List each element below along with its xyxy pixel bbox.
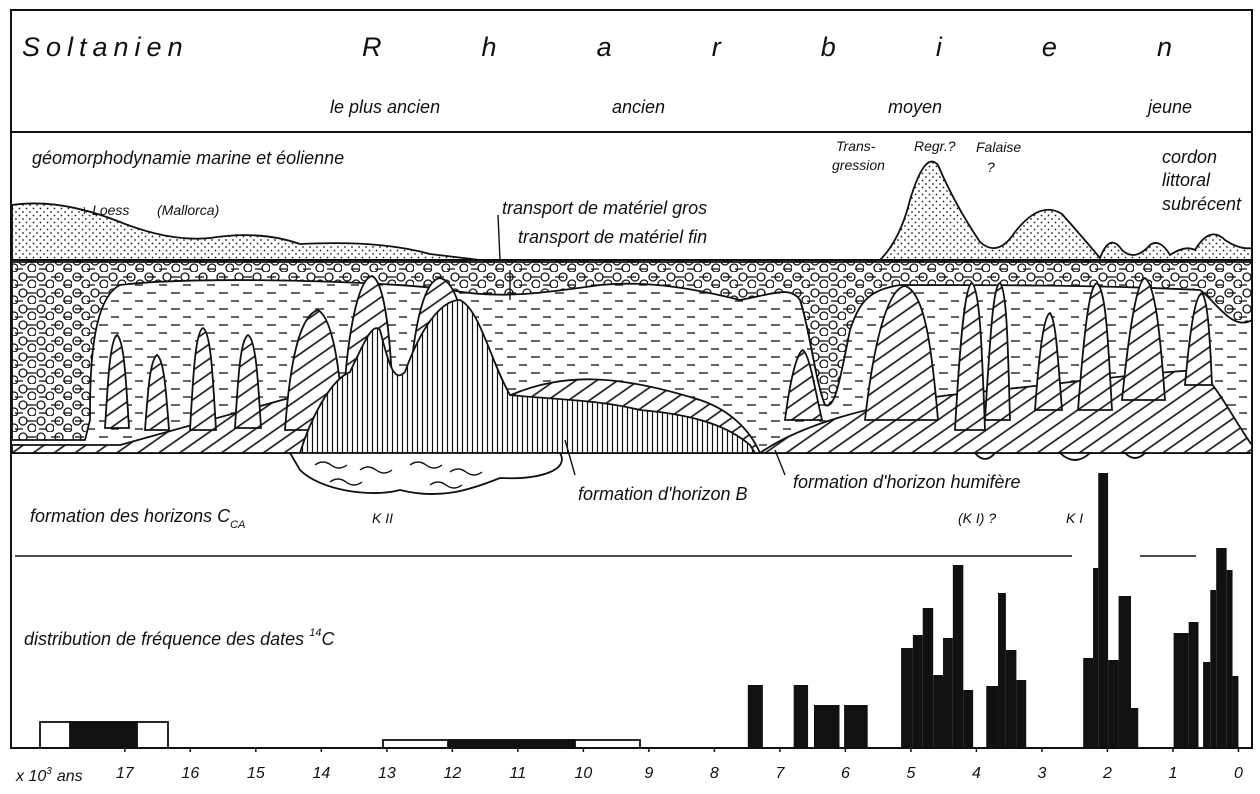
bar xyxy=(933,675,944,748)
bar xyxy=(1016,680,1027,748)
histogram-title: distribution de fréquence des dates 14C xyxy=(24,627,335,649)
bar xyxy=(1093,568,1099,748)
label: (K I) ? xyxy=(958,510,996,526)
bar xyxy=(1098,473,1109,748)
label: formation d'horizon B xyxy=(578,484,748,504)
label: K I xyxy=(1066,510,1083,526)
label: littoral xyxy=(1162,170,1211,190)
superscript: 3 xyxy=(46,766,52,777)
label: ? xyxy=(987,159,995,175)
title-element: C xyxy=(321,629,335,649)
bar xyxy=(747,685,763,748)
bar xyxy=(1173,633,1189,748)
label: transport de matériel gros xyxy=(502,198,707,218)
period: Soltanien xyxy=(22,32,189,62)
x-tick-label: 12 xyxy=(443,765,461,782)
substage: moyen xyxy=(888,97,942,117)
label: cordon xyxy=(1162,147,1217,167)
label: subrécent xyxy=(1162,194,1242,214)
label: Falaise xyxy=(976,139,1021,155)
bar xyxy=(912,635,923,748)
stage: Rharbien xyxy=(362,32,1172,62)
substage: ancien xyxy=(612,97,665,117)
bar xyxy=(813,705,840,748)
bar xyxy=(943,638,953,748)
bar xyxy=(793,685,809,748)
x-tick-label: 7 xyxy=(775,765,785,782)
x-tick-label: 6 xyxy=(841,765,850,782)
x-tick-label: 0 xyxy=(1234,765,1243,782)
bar xyxy=(1131,708,1139,748)
x-tick-label: 9 xyxy=(644,765,653,782)
label-main: formation des horizons C xyxy=(30,506,231,526)
x-tick-label: 11 xyxy=(510,765,527,782)
label: géomorphodynamie marine et éolienne xyxy=(32,148,344,168)
label: (Mallorca) xyxy=(157,202,219,218)
label: formation d'horizon humifère xyxy=(793,472,1021,492)
label: + Loess xyxy=(80,202,129,218)
label: formation des horizons CCA xyxy=(30,506,245,531)
subscript: CA xyxy=(230,519,245,531)
bar xyxy=(1005,650,1017,748)
bar xyxy=(1210,590,1217,748)
x-tick-label: 14 xyxy=(312,765,330,782)
bar xyxy=(1203,662,1211,748)
axis-unit: x 103 ans xyxy=(15,766,83,785)
x-tick-label: 16 xyxy=(181,765,199,782)
title-main: distribution de fréquence des dates xyxy=(24,629,304,649)
label: gression xyxy=(832,157,885,173)
bar xyxy=(1108,660,1119,748)
bar xyxy=(1118,596,1132,748)
x-tick-label: 13 xyxy=(378,765,396,782)
bar xyxy=(1216,548,1227,748)
label: Trans- xyxy=(836,138,876,154)
profile xyxy=(11,160,1253,495)
x-tick-label: 8 xyxy=(710,765,719,782)
superscript: 14 xyxy=(309,627,321,639)
bar xyxy=(986,686,999,748)
x-tick-label: 4 xyxy=(972,765,981,782)
x-tick-label: 3 xyxy=(1037,765,1046,782)
x-tick-label: 17 xyxy=(116,765,135,782)
x-tick-label: 2 xyxy=(1102,765,1112,782)
bar xyxy=(1232,676,1239,748)
bar xyxy=(922,608,934,748)
x-tick-label: 15 xyxy=(247,765,265,782)
bar xyxy=(1083,658,1094,748)
substage: le plus ancien xyxy=(330,97,440,117)
label: K II xyxy=(372,510,393,526)
unit: x 10 xyxy=(15,768,46,785)
x-tick-label: 1 xyxy=(1168,765,1177,782)
unit: ans xyxy=(57,768,83,785)
label: Regr.? xyxy=(914,138,956,154)
bar xyxy=(901,648,913,748)
bar xyxy=(1188,622,1199,748)
bar xyxy=(998,593,1006,748)
date-ranges xyxy=(39,721,641,749)
bar xyxy=(1226,570,1233,748)
bar xyxy=(844,705,868,748)
x-tick-label: 5 xyxy=(906,765,915,782)
bar xyxy=(952,565,964,748)
x-tick-label: 10 xyxy=(574,765,592,782)
substage: jeune xyxy=(1145,97,1192,117)
bar xyxy=(963,690,974,748)
label: transport de matériel fin xyxy=(518,227,707,247)
